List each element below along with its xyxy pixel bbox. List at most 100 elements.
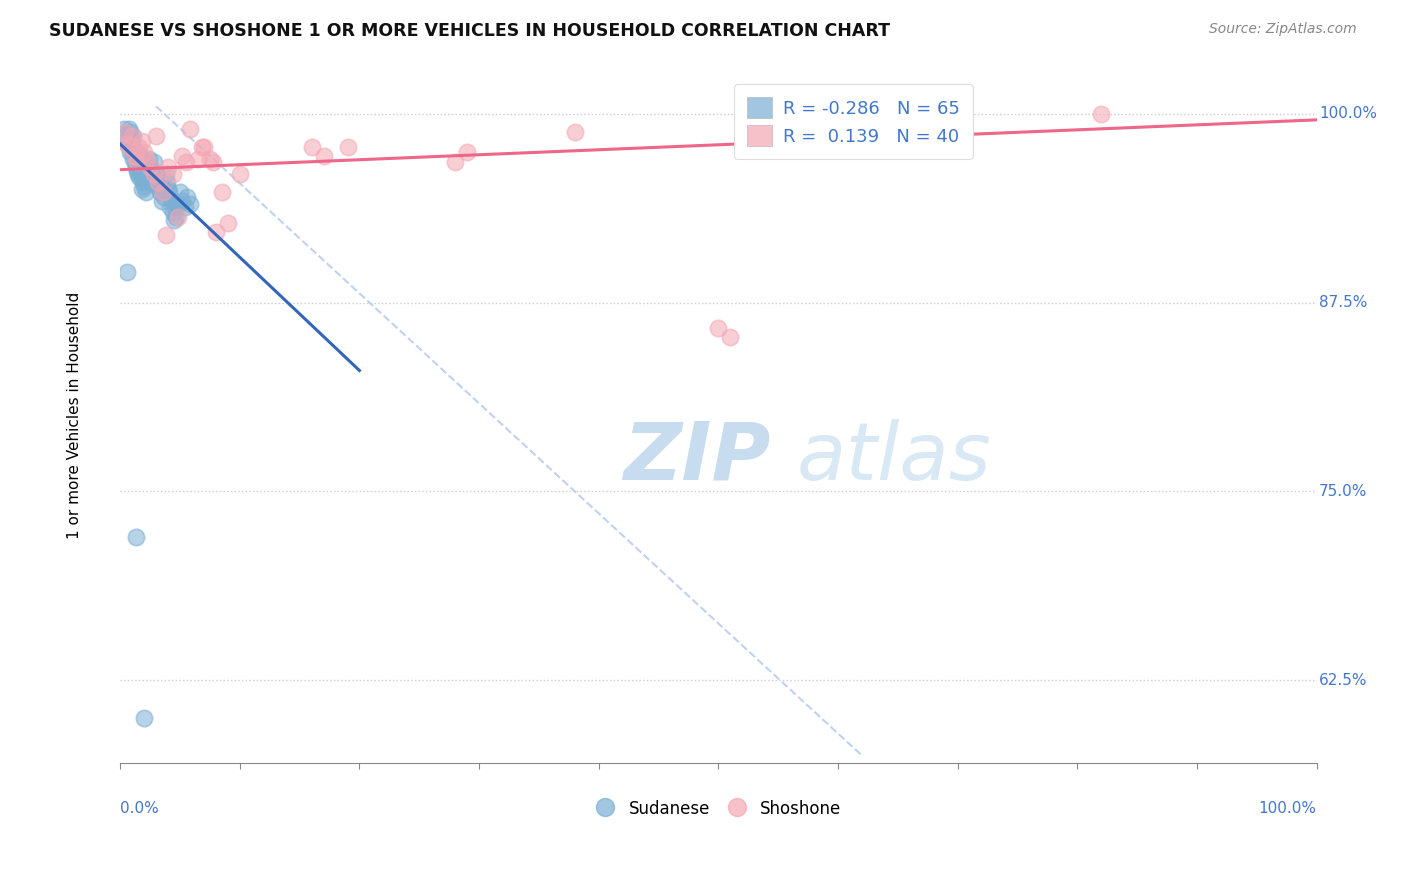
- Point: [156, 182, 179, 196]
- Point: [176, 190, 198, 204]
- Point: [124, 155, 146, 169]
- Point: [211, 186, 233, 200]
- Point: [118, 145, 141, 159]
- Point: [153, 190, 176, 204]
- Point: [129, 149, 152, 163]
- Point: [121, 134, 143, 148]
- Point: [157, 186, 180, 200]
- Text: 0.0%: 0.0%: [120, 801, 159, 816]
- Point: [139, 160, 162, 174]
- Point: [172, 194, 194, 209]
- Point: [125, 152, 148, 166]
- Text: ZIP: ZIP: [623, 418, 770, 497]
- Point: [141, 164, 163, 178]
- Text: 62.5%: 62.5%: [1319, 673, 1368, 688]
- Point: [336, 140, 359, 154]
- Point: [187, 152, 209, 166]
- Point: [135, 186, 157, 200]
- Point: [127, 167, 149, 181]
- Point: [145, 129, 167, 144]
- Point: [1090, 107, 1112, 121]
- Point: [198, 152, 221, 166]
- Point: [118, 140, 141, 154]
- Point: [150, 194, 173, 209]
- Point: [138, 152, 160, 166]
- Point: [179, 122, 201, 136]
- Point: [165, 201, 187, 215]
- Text: 1 or more Vehicles in Household: 1 or more Vehicles in Household: [67, 293, 82, 540]
- Point: [152, 186, 174, 200]
- Point: [301, 140, 323, 154]
- Point: [155, 167, 177, 181]
- Point: [132, 179, 155, 194]
- Point: [312, 149, 335, 163]
- Point: [124, 149, 146, 163]
- Point: [152, 186, 174, 200]
- Point: [121, 145, 143, 159]
- Point: [125, 155, 148, 169]
- Point: [124, 149, 146, 163]
- Point: [134, 155, 156, 169]
- Point: [160, 194, 183, 209]
- Point: [127, 155, 149, 169]
- Point: [159, 201, 181, 215]
- Point: [456, 145, 478, 159]
- Point: [143, 175, 166, 189]
- Point: [142, 167, 165, 181]
- Point: [112, 122, 135, 136]
- Point: [122, 129, 145, 144]
- Point: [162, 205, 184, 219]
- Point: [131, 182, 153, 196]
- Point: [172, 149, 194, 163]
- Point: [444, 155, 467, 169]
- Point: [166, 197, 188, 211]
- Legend: Sudanese, Shoshone: Sudanese, Shoshone: [589, 793, 848, 824]
- Point: [149, 179, 172, 194]
- Point: [156, 175, 179, 189]
- Text: 100.0%: 100.0%: [1258, 801, 1317, 816]
- Point: [205, 225, 228, 239]
- Point: [142, 155, 165, 169]
- Text: 75.0%: 75.0%: [1319, 483, 1368, 499]
- Point: [114, 125, 136, 139]
- Point: [564, 125, 586, 139]
- Point: [118, 125, 141, 139]
- Point: [148, 170, 170, 185]
- Point: [165, 210, 187, 224]
- Text: 100.0%: 100.0%: [1319, 106, 1376, 121]
- Point: [174, 155, 197, 169]
- Point: [128, 170, 150, 185]
- Text: 87.5%: 87.5%: [1319, 295, 1368, 310]
- Point: [156, 160, 179, 174]
- Point: [173, 201, 195, 215]
- Point: [707, 321, 730, 335]
- Point: [117, 122, 139, 136]
- Point: [122, 152, 145, 166]
- Point: [117, 136, 139, 151]
- Point: [132, 711, 155, 725]
- Point: [229, 167, 252, 181]
- Point: [121, 129, 143, 144]
- Point: [132, 167, 155, 181]
- Point: [132, 145, 155, 159]
- Point: [135, 152, 157, 166]
- Point: [115, 129, 138, 144]
- Point: [163, 212, 186, 227]
- Point: [162, 167, 184, 181]
- Point: [149, 186, 172, 200]
- Point: [146, 179, 169, 194]
- Text: Source: ZipAtlas.com: Source: ZipAtlas.com: [1209, 22, 1357, 37]
- Point: [136, 170, 159, 185]
- Point: [141, 170, 163, 185]
- Point: [166, 210, 188, 224]
- Point: [125, 530, 148, 544]
- Point: [132, 175, 155, 189]
- Point: [720, 330, 742, 344]
- Point: [131, 170, 153, 185]
- Point: [169, 186, 191, 200]
- Text: atlas: atlas: [796, 418, 991, 497]
- Point: [125, 164, 148, 178]
- Point: [145, 167, 167, 181]
- Point: [125, 145, 148, 159]
- Point: [193, 140, 215, 154]
